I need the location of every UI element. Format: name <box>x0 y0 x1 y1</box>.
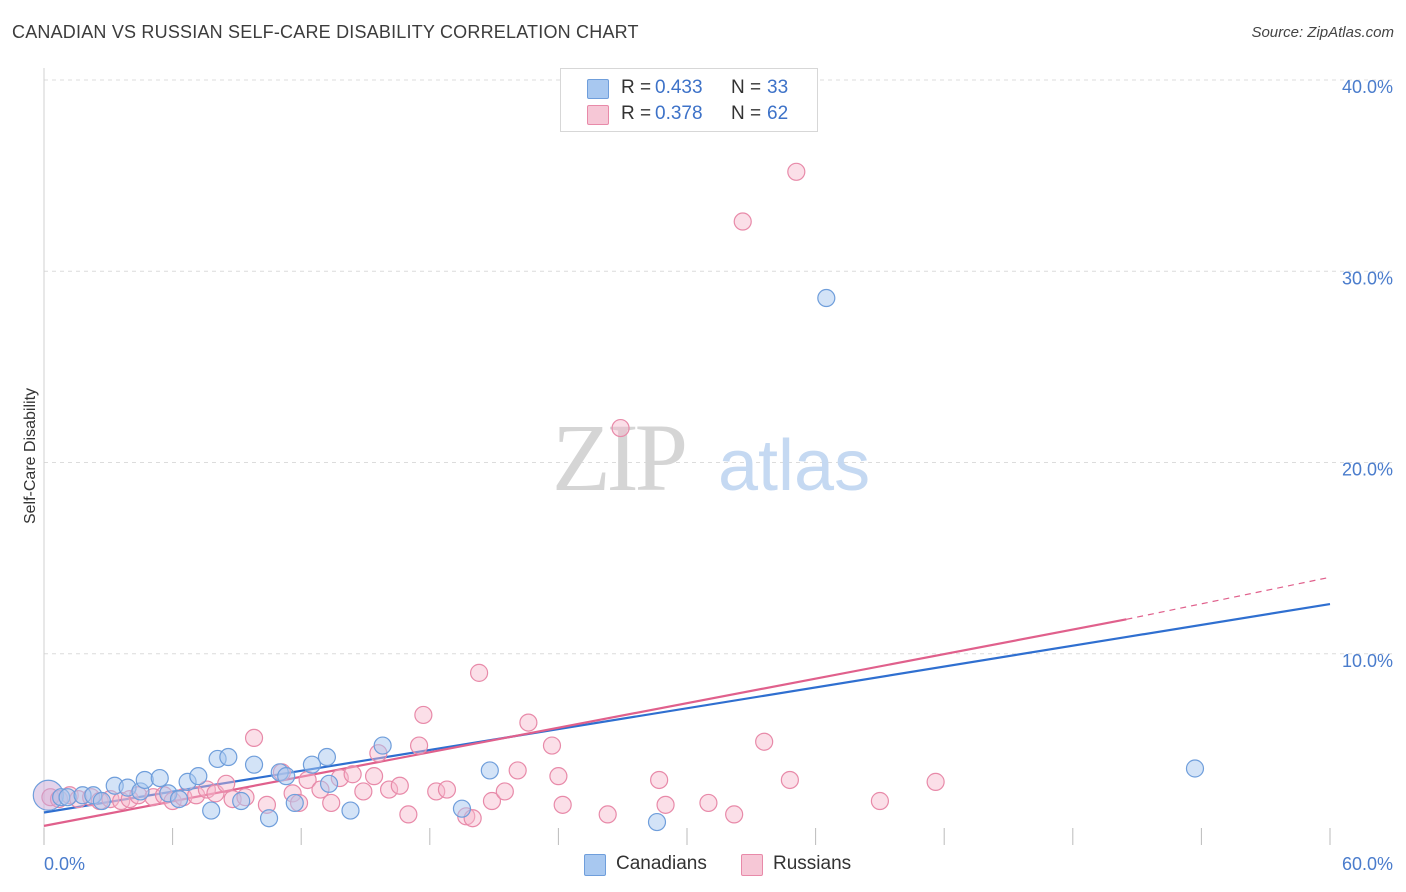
russians-point <box>197 780 216 799</box>
canadians-swatch <box>584 854 606 876</box>
canadians-point <box>92 791 111 811</box>
russians-point <box>414 705 433 725</box>
russians-point <box>542 736 562 755</box>
russians-trend-line <box>43 618 1127 827</box>
canadians-point <box>1185 759 1205 778</box>
y-axis-tick-labels: 10.0% 20.0% 30.0% 40.0% <box>1342 77 1393 671</box>
russians-point <box>409 736 429 755</box>
legend-r-value: 0.433 <box>655 77 703 98</box>
legend-r-label: R = <box>621 103 652 124</box>
russians-point <box>495 782 514 801</box>
russians-point <box>650 770 669 790</box>
russians-swatch <box>587 105 609 125</box>
canadians-point <box>319 774 339 793</box>
canadians-swatch <box>587 79 609 99</box>
russians-point <box>549 767 568 786</box>
canadians-point <box>150 768 169 788</box>
russians-point <box>598 805 617 824</box>
grid-lines <box>43 68 1392 845</box>
russians-point <box>611 418 630 438</box>
canadians-point <box>244 755 264 774</box>
x-tick-label: 60.0% <box>1342 854 1393 874</box>
russians-point <box>755 732 774 751</box>
legend-n-label: N = <box>731 77 762 98</box>
russians-point <box>482 791 502 811</box>
canadians-point <box>232 791 251 811</box>
x-axis-ticks <box>43 828 1331 845</box>
russians-point <box>187 786 206 805</box>
russians-point <box>364 767 384 786</box>
canadians-point <box>219 747 238 767</box>
russians-point <box>354 782 373 801</box>
legend-r-value: 0.378 <box>655 103 703 124</box>
russians-point <box>343 765 362 784</box>
legend-n-value: 62 <box>767 103 789 124</box>
canadians-point <box>317 747 337 767</box>
y-tick-label: 10.0% <box>1342 651 1393 671</box>
russians-point <box>322 793 341 813</box>
legend-n-value: 33 <box>767 77 789 98</box>
legend-r-label: R = <box>621 77 652 98</box>
russians-point <box>508 761 527 780</box>
canadians-point <box>277 767 296 786</box>
canadians-point <box>302 755 322 774</box>
russians-point <box>390 776 409 795</box>
canadians-point <box>259 809 279 828</box>
russians-point <box>725 805 744 824</box>
canadians-point <box>452 799 472 818</box>
y-tick-label: 20.0% <box>1342 460 1393 480</box>
russians-point <box>469 663 489 682</box>
russians-point <box>870 791 890 811</box>
russians-point <box>733 212 752 231</box>
russians-point <box>217 774 236 793</box>
watermark-atlas: atlas <box>718 426 870 506</box>
canadians-point <box>480 761 499 780</box>
legend-n-label: N = <box>731 103 762 124</box>
x-axis-tick-labels: 0.0% 60.0% <box>44 854 1393 874</box>
canadians-point <box>189 767 208 786</box>
canadians-label: Canadians <box>616 853 707 874</box>
russians-point <box>437 780 457 799</box>
canadians-point <box>373 736 392 755</box>
russians-point <box>519 713 538 732</box>
canadians-point <box>817 288 836 308</box>
russians-point <box>244 728 264 748</box>
russians-point <box>926 772 945 791</box>
canadians-point <box>58 788 77 807</box>
y-tick-label: 30.0% <box>1342 268 1393 288</box>
trend-lines <box>43 576 1331 827</box>
watermark-zip: ZIP <box>552 404 685 511</box>
canadians-trend-line <box>43 602 1331 814</box>
y-tick-label: 40.0% <box>1342 77 1393 97</box>
canadians-point <box>169 789 189 809</box>
russians-trend-extension <box>1126 576 1331 620</box>
russians-point <box>553 795 572 814</box>
canadians-point <box>341 801 360 820</box>
russians-point <box>656 795 675 814</box>
canadians-point <box>285 793 304 813</box>
russians-point <box>399 805 418 824</box>
russians-label: Russians <box>773 853 852 874</box>
russians-point <box>699 793 718 813</box>
x-tick-label: 0.0% <box>44 854 85 874</box>
correlation-legend: R = 0.433 N = 33 R = 0.378 N = 62 <box>560 68 818 132</box>
canadians-point <box>647 812 667 832</box>
canadians-point <box>202 801 221 820</box>
russians-swatch <box>741 854 763 876</box>
canadians-point <box>135 770 154 790</box>
russians-point <box>379 780 399 799</box>
canadians-points <box>32 288 1205 832</box>
source-label: Source: ZipAtlas.com <box>1251 24 1394 41</box>
russians-point <box>787 162 806 181</box>
chart-title: CANADIAN VS RUSSIAN SELF-CARE DISABILITY… <box>12 22 639 42</box>
russians-point <box>780 770 799 790</box>
y-axis-label: Self-Care Disability <box>22 388 39 524</box>
